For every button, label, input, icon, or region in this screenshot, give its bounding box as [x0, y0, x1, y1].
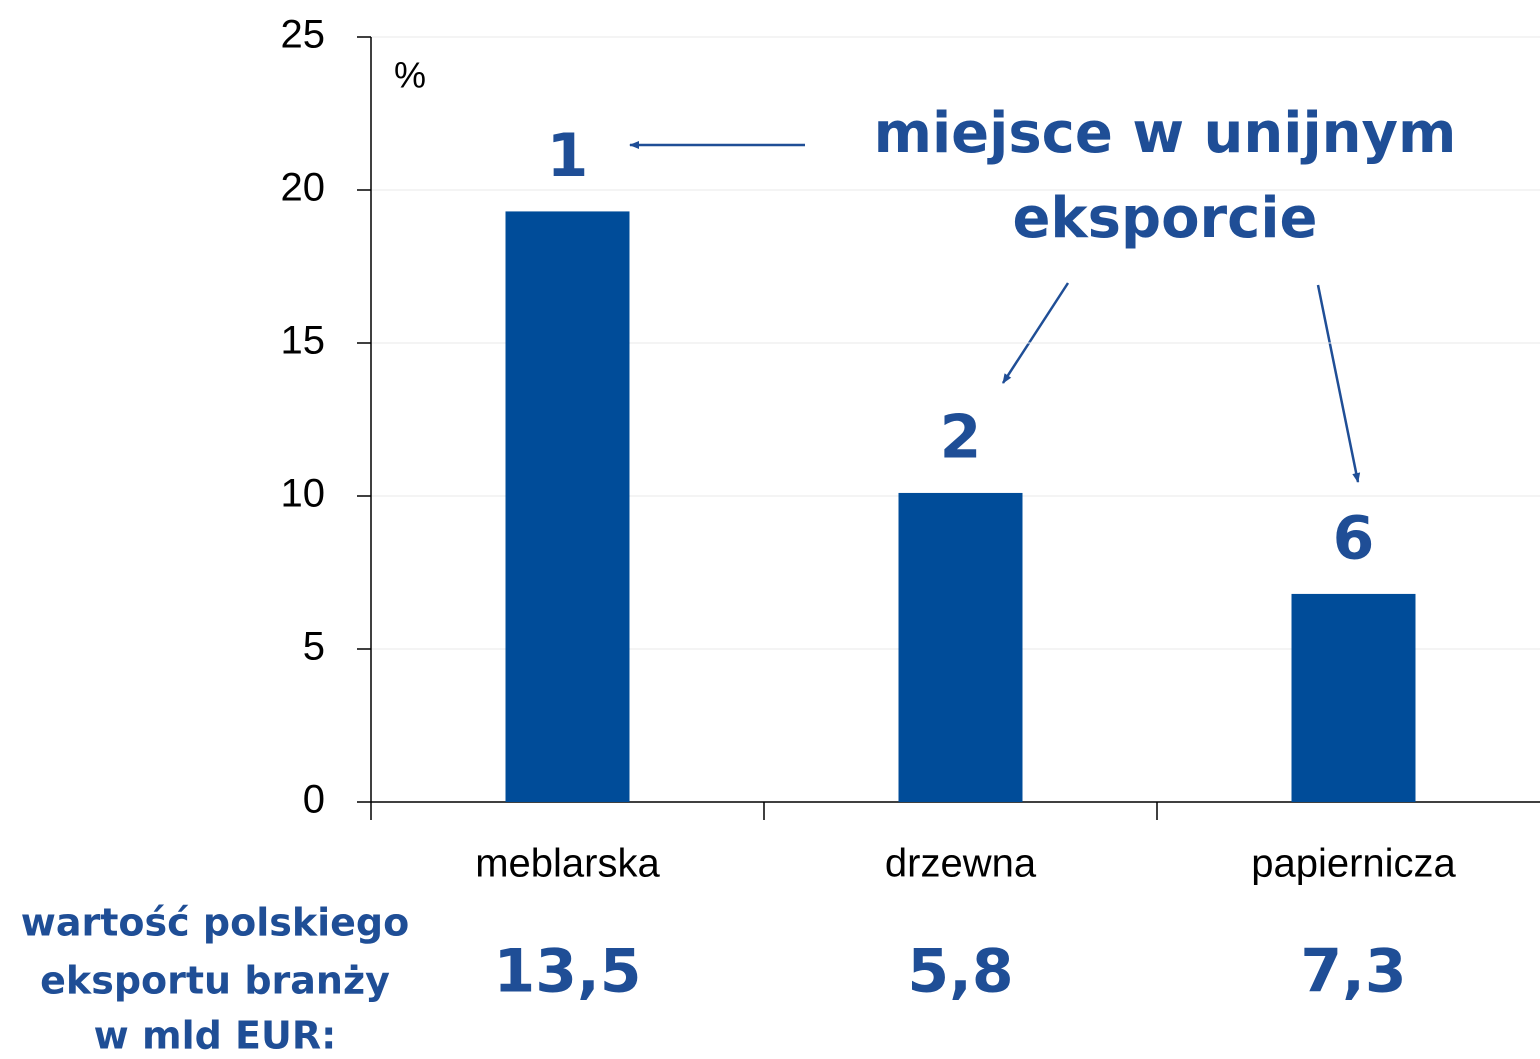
x-tick-label: drzewna — [885, 842, 1037, 886]
y-tick-label: 15 — [281, 319, 326, 363]
y-axis-label: % — [394, 55, 426, 96]
y-tick-label: 25 — [281, 13, 326, 57]
export-value: 5,8 — [907, 937, 1013, 1007]
rank-note: eksporcie — [1012, 186, 1317, 251]
bar — [898, 492, 1023, 802]
export-note: w mld EUR: — [94, 1014, 337, 1058]
rank-label: 2 — [940, 403, 982, 473]
rank-label: 1 — [547, 121, 589, 191]
arrow — [1316, 284, 1361, 483]
bar — [505, 211, 630, 803]
x-tick-label: papiernicza — [1251, 842, 1456, 886]
export-value: 13,5 — [493, 937, 641, 1007]
rank-note: miejsce w unijnym — [874, 101, 1457, 166]
export-note: eksportu branży — [40, 959, 390, 1003]
export-value: 7,3 — [1300, 937, 1406, 1007]
y-tick-label: 10 — [281, 472, 326, 516]
y-tick-label: 20 — [281, 166, 326, 210]
y-tick-label: 0 — [303, 778, 325, 822]
rank-label: 6 — [1333, 504, 1375, 574]
y-tick-label: 5 — [303, 625, 325, 669]
arrow — [1001, 282, 1070, 384]
bar — [1291, 593, 1416, 802]
export-note: wartość polskiego — [21, 901, 409, 945]
x-tick-label: meblarska — [475, 842, 660, 886]
